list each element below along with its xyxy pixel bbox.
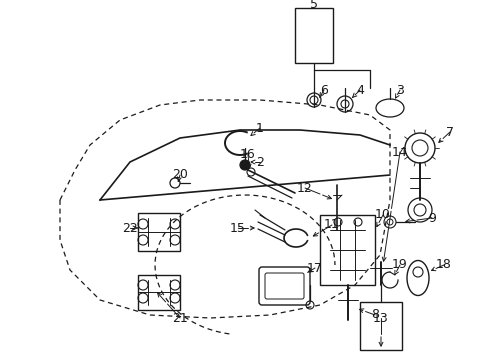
Text: 5: 5: [309, 0, 317, 12]
Text: 20: 20: [172, 168, 187, 181]
Circle shape: [240, 160, 249, 170]
Bar: [138, 275, 180, 310]
Text: 9: 9: [427, 211, 435, 225]
Text: 22: 22: [122, 221, 138, 234]
Bar: [359, 302, 401, 350]
Text: 12: 12: [297, 181, 312, 194]
Text: 10: 10: [374, 208, 390, 221]
Text: 1: 1: [256, 122, 264, 135]
Text: 8: 8: [370, 309, 378, 321]
Text: 19: 19: [391, 258, 407, 271]
Text: 16: 16: [240, 148, 255, 162]
Text: 2: 2: [256, 156, 264, 168]
Text: 6: 6: [320, 84, 327, 96]
Text: 11: 11: [324, 219, 339, 231]
Bar: [138, 213, 180, 251]
Text: 21: 21: [172, 311, 187, 324]
Text: 18: 18: [435, 258, 451, 271]
Text: 13: 13: [372, 311, 388, 324]
Bar: [319, 215, 374, 285]
Text: 17: 17: [306, 261, 322, 274]
Text: 7: 7: [445, 126, 453, 139]
Text: 3: 3: [395, 84, 403, 96]
Bar: [294, 8, 332, 63]
Text: 14: 14: [391, 145, 407, 158]
Text: 15: 15: [229, 221, 245, 234]
Text: 4: 4: [355, 84, 363, 96]
